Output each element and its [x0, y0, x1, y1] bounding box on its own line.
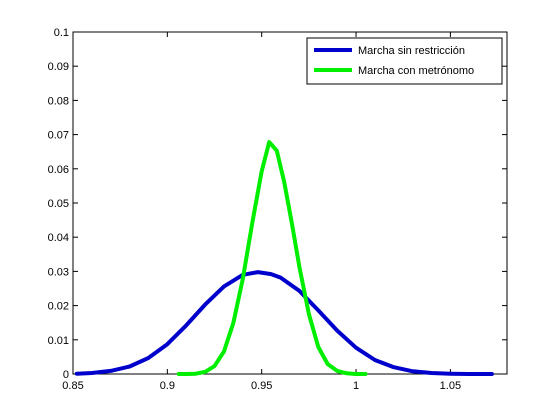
x-tick-label: 1 [353, 380, 359, 392]
y-tick-label: 0.09 [48, 61, 69, 73]
x-tick-label: 1.05 [440, 380, 461, 392]
y-axis: 0 0.01 0.02 0.03 0.04 0.05 0.06 0.07 0.08 0.09 0.1 [48, 27, 507, 381]
legend-box [306, 37, 503, 85]
y-tick-label: 0.01 [48, 335, 69, 347]
y-tick-label: 0.1 [54, 27, 69, 39]
y-tick-label: 0.07 [48, 130, 69, 142]
series-line-1 [176, 140, 368, 376]
y-tick-label: 0 [63, 369, 69, 381]
y-tick-label: 0.04 [48, 232, 69, 244]
legend-label-1: Marcha con metrónomo [358, 65, 474, 77]
y-tick-label: 0.06 [48, 164, 69, 176]
y-tick-label: 0.02 [48, 301, 69, 313]
x-axis: 0.85 0.9 0.95 1 1.05 [62, 32, 461, 392]
y-tick-label: 0.08 [48, 95, 69, 107]
y-tick-label: 0.03 [48, 266, 69, 278]
legend: Marcha sin restricción Marcha con metrón… [306, 37, 503, 85]
x-tick-label: 0.95 [251, 380, 272, 392]
series-line-0 [74, 270, 494, 376]
y-tick-label: 0.05 [48, 198, 69, 210]
x-tick-label: 0.9 [160, 380, 175, 392]
series-group [74, 140, 494, 376]
x-tick-label: 0.85 [62, 380, 83, 392]
legend-label-0: Marcha sin restricción [358, 45, 465, 57]
